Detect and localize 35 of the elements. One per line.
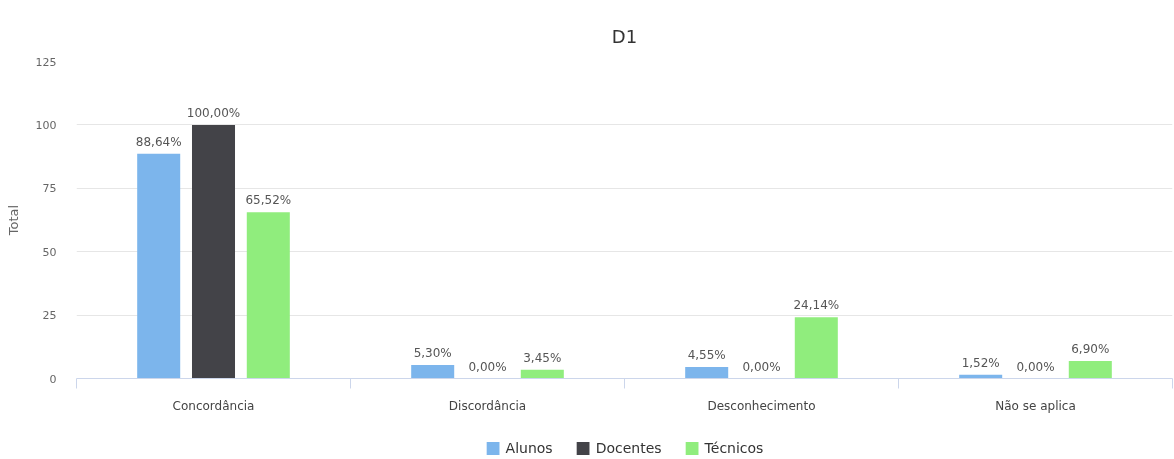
- bar: [246, 212, 290, 379]
- data-label: 3,45%: [523, 350, 562, 365]
- data-label: 65,52%: [245, 193, 292, 208]
- x-tick-label: Não se aplica: [995, 398, 1076, 413]
- bar: [411, 365, 455, 379]
- data-label: 0,00%: [468, 359, 507, 374]
- y-tick-label: 50: [42, 245, 57, 259]
- data-label: 88,64%: [135, 134, 182, 149]
- y-axis-title: Total: [5, 204, 21, 237]
- x-tick-label: Discordância: [448, 398, 527, 413]
- data-label: 4,55%: [687, 347, 726, 362]
- legend-label: Alunos: [505, 439, 553, 456]
- y-tick-label: 125: [35, 55, 57, 69]
- bar: [794, 317, 838, 379]
- y-tick-label: 0: [49, 372, 57, 386]
- data-label: 100,00%: [186, 105, 241, 120]
- data-label: 24,14%: [793, 298, 840, 313]
- chart-title: D1: [611, 25, 638, 47]
- bar: [191, 124, 236, 379]
- data-label: 5,30%: [413, 346, 452, 361]
- legend-label: Técnicos: [704, 439, 764, 456]
- y-tick-label: 75: [42, 182, 57, 196]
- data-label: 0,00%: [742, 359, 781, 374]
- x-tick-label: Concordância: [172, 398, 255, 413]
- data-label: 0,00%: [1016, 359, 1055, 374]
- y-tick-label: 25: [42, 309, 57, 323]
- x-tick-label: Desconhecimento: [707, 398, 816, 413]
- data-label: 6,90%: [1071, 342, 1110, 356]
- bar: [520, 369, 564, 379]
- legend-label: Docentes: [595, 439, 662, 456]
- data-label: 1,52%: [961, 355, 1000, 370]
- bar: [685, 366, 729, 379]
- bar: [1068, 361, 1112, 379]
- y-tick-label: 100: [35, 118, 57, 132]
- bar: [137, 153, 181, 379]
